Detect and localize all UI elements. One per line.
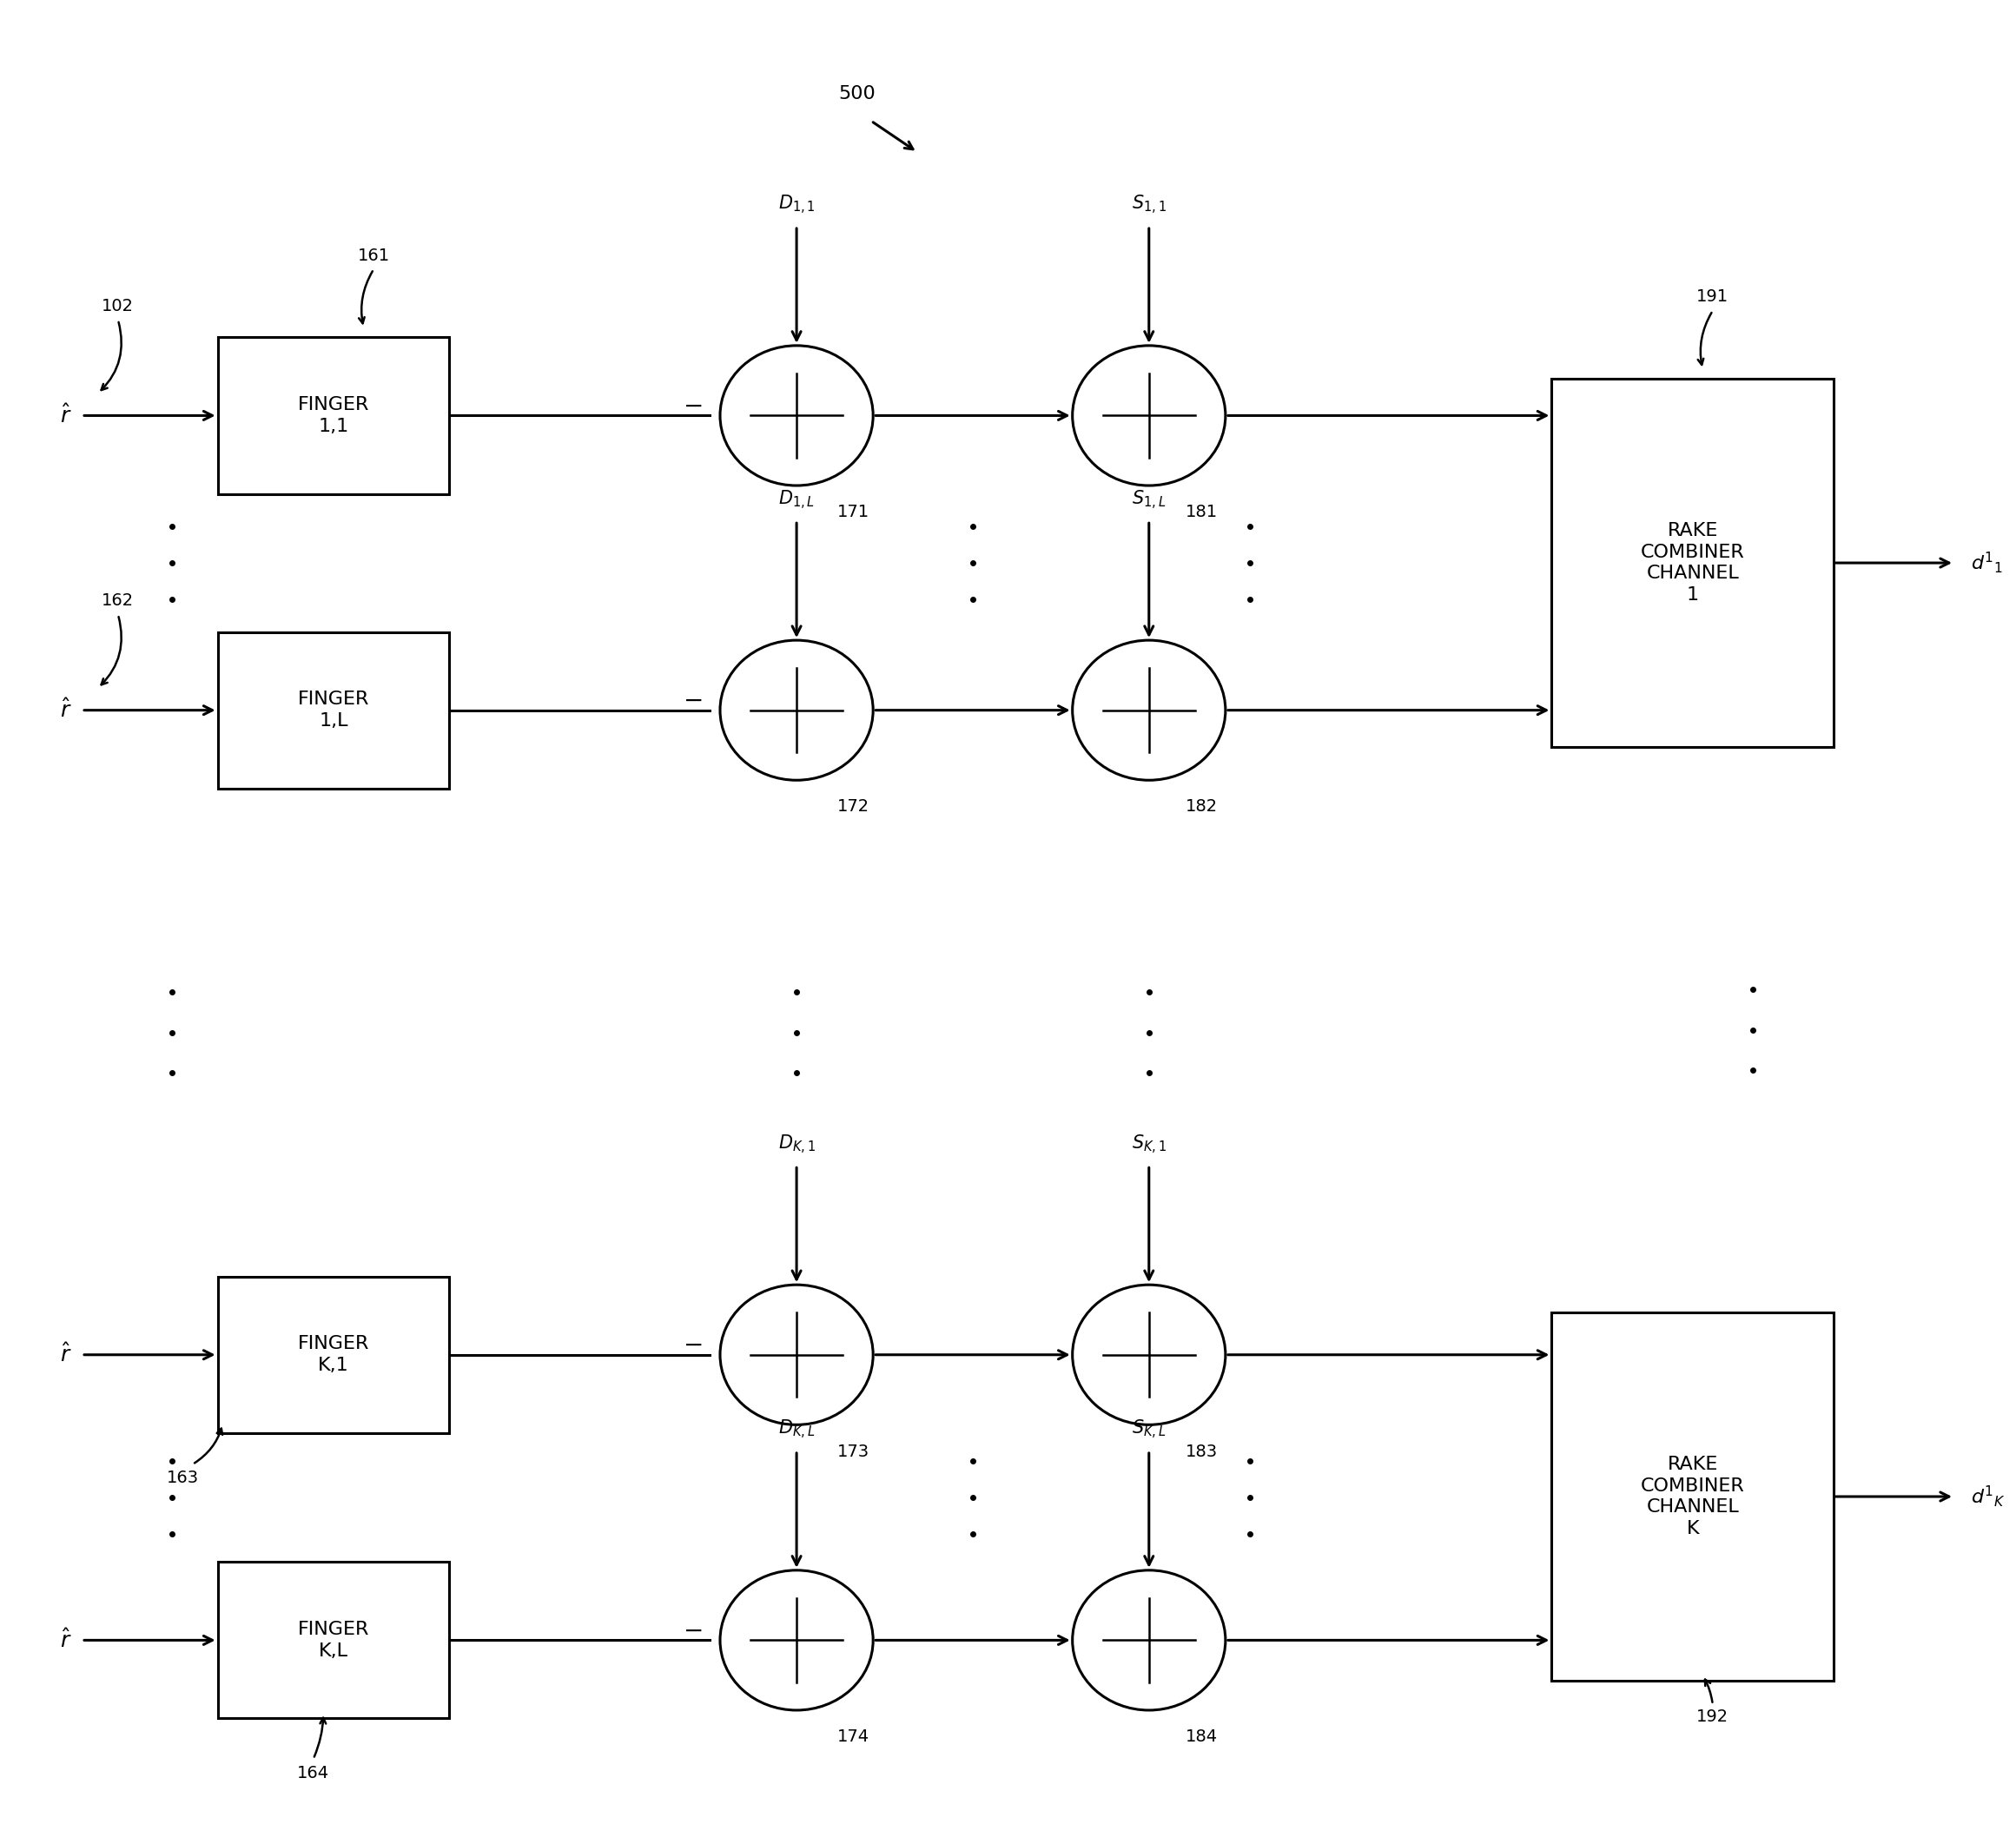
Circle shape: [1073, 1285, 1226, 1425]
Text: 192: 192: [1697, 1708, 1730, 1724]
Text: −: −: [683, 1619, 704, 1643]
Text: $d^1{}_1$: $d^1{}_1$: [1970, 550, 2002, 575]
Text: FINGER
1,L: FINGER 1,L: [298, 692, 369, 730]
Text: −: −: [683, 1333, 704, 1357]
FancyBboxPatch shape: [218, 632, 450, 789]
Text: 163: 163: [165, 1470, 198, 1486]
Text: 500: 500: [839, 85, 875, 103]
Text: $S_{K,L}$: $S_{K,L}$: [1131, 1418, 1165, 1442]
Text: 102: 102: [103, 297, 133, 313]
Text: $\hat{r}$: $\hat{r}$: [60, 1628, 73, 1652]
Text: $S_{1,1}$: $S_{1,1}$: [1131, 194, 1167, 218]
FancyBboxPatch shape: [218, 1562, 450, 1719]
Text: 162: 162: [103, 592, 135, 609]
Text: $S_{1,L}$: $S_{1,L}$: [1131, 489, 1165, 511]
Text: −: −: [683, 690, 704, 714]
FancyBboxPatch shape: [1552, 378, 1835, 747]
Text: $D_{K,1}$: $D_{K,1}$: [778, 1132, 814, 1156]
Circle shape: [720, 1285, 873, 1425]
Text: 183: 183: [1185, 1444, 1218, 1460]
Text: FINGER
K,L: FINGER K,L: [298, 1621, 369, 1660]
Text: FINGER
1,1: FINGER 1,1: [298, 396, 369, 435]
Text: $\hat{r}$: $\hat{r}$: [60, 404, 73, 428]
Text: FINGER
K,1: FINGER K,1: [298, 1335, 369, 1374]
Text: RAKE
COMBINER
CHANNEL
K: RAKE COMBINER CHANNEL K: [1641, 1455, 1744, 1538]
Text: RAKE
COMBINER
CHANNEL
1: RAKE COMBINER CHANNEL 1: [1641, 522, 1744, 603]
Circle shape: [1073, 640, 1226, 780]
Text: 181: 181: [1185, 503, 1218, 520]
Text: 191: 191: [1697, 288, 1730, 304]
Text: 161: 161: [357, 247, 389, 264]
Circle shape: [1073, 345, 1226, 485]
Text: $D_{1,1}$: $D_{1,1}$: [778, 194, 814, 218]
Circle shape: [720, 345, 873, 485]
Text: $\hat{r}$: $\hat{r}$: [60, 1342, 73, 1366]
Text: 171: 171: [837, 503, 869, 520]
Text: −: −: [683, 395, 704, 419]
Circle shape: [720, 1571, 873, 1709]
Text: $D_{1,L}$: $D_{1,L}$: [778, 489, 814, 511]
Text: 174: 174: [837, 1728, 869, 1744]
Text: 172: 172: [837, 798, 869, 815]
Text: $d^1{}_K$: $d^1{}_K$: [1970, 1484, 2004, 1508]
Text: 182: 182: [1185, 798, 1218, 815]
Text: 173: 173: [837, 1444, 869, 1460]
Text: 164: 164: [296, 1765, 329, 1781]
Circle shape: [720, 640, 873, 780]
Text: $S_{K,1}$: $S_{K,1}$: [1131, 1132, 1167, 1156]
Text: $D_{K,L}$: $D_{K,L}$: [778, 1418, 814, 1442]
Text: 184: 184: [1185, 1728, 1218, 1744]
Text: $\hat{r}$: $\hat{r}$: [60, 699, 73, 721]
FancyBboxPatch shape: [218, 1276, 450, 1433]
FancyBboxPatch shape: [218, 337, 450, 494]
FancyBboxPatch shape: [1552, 1313, 1835, 1680]
Circle shape: [1073, 1571, 1226, 1709]
